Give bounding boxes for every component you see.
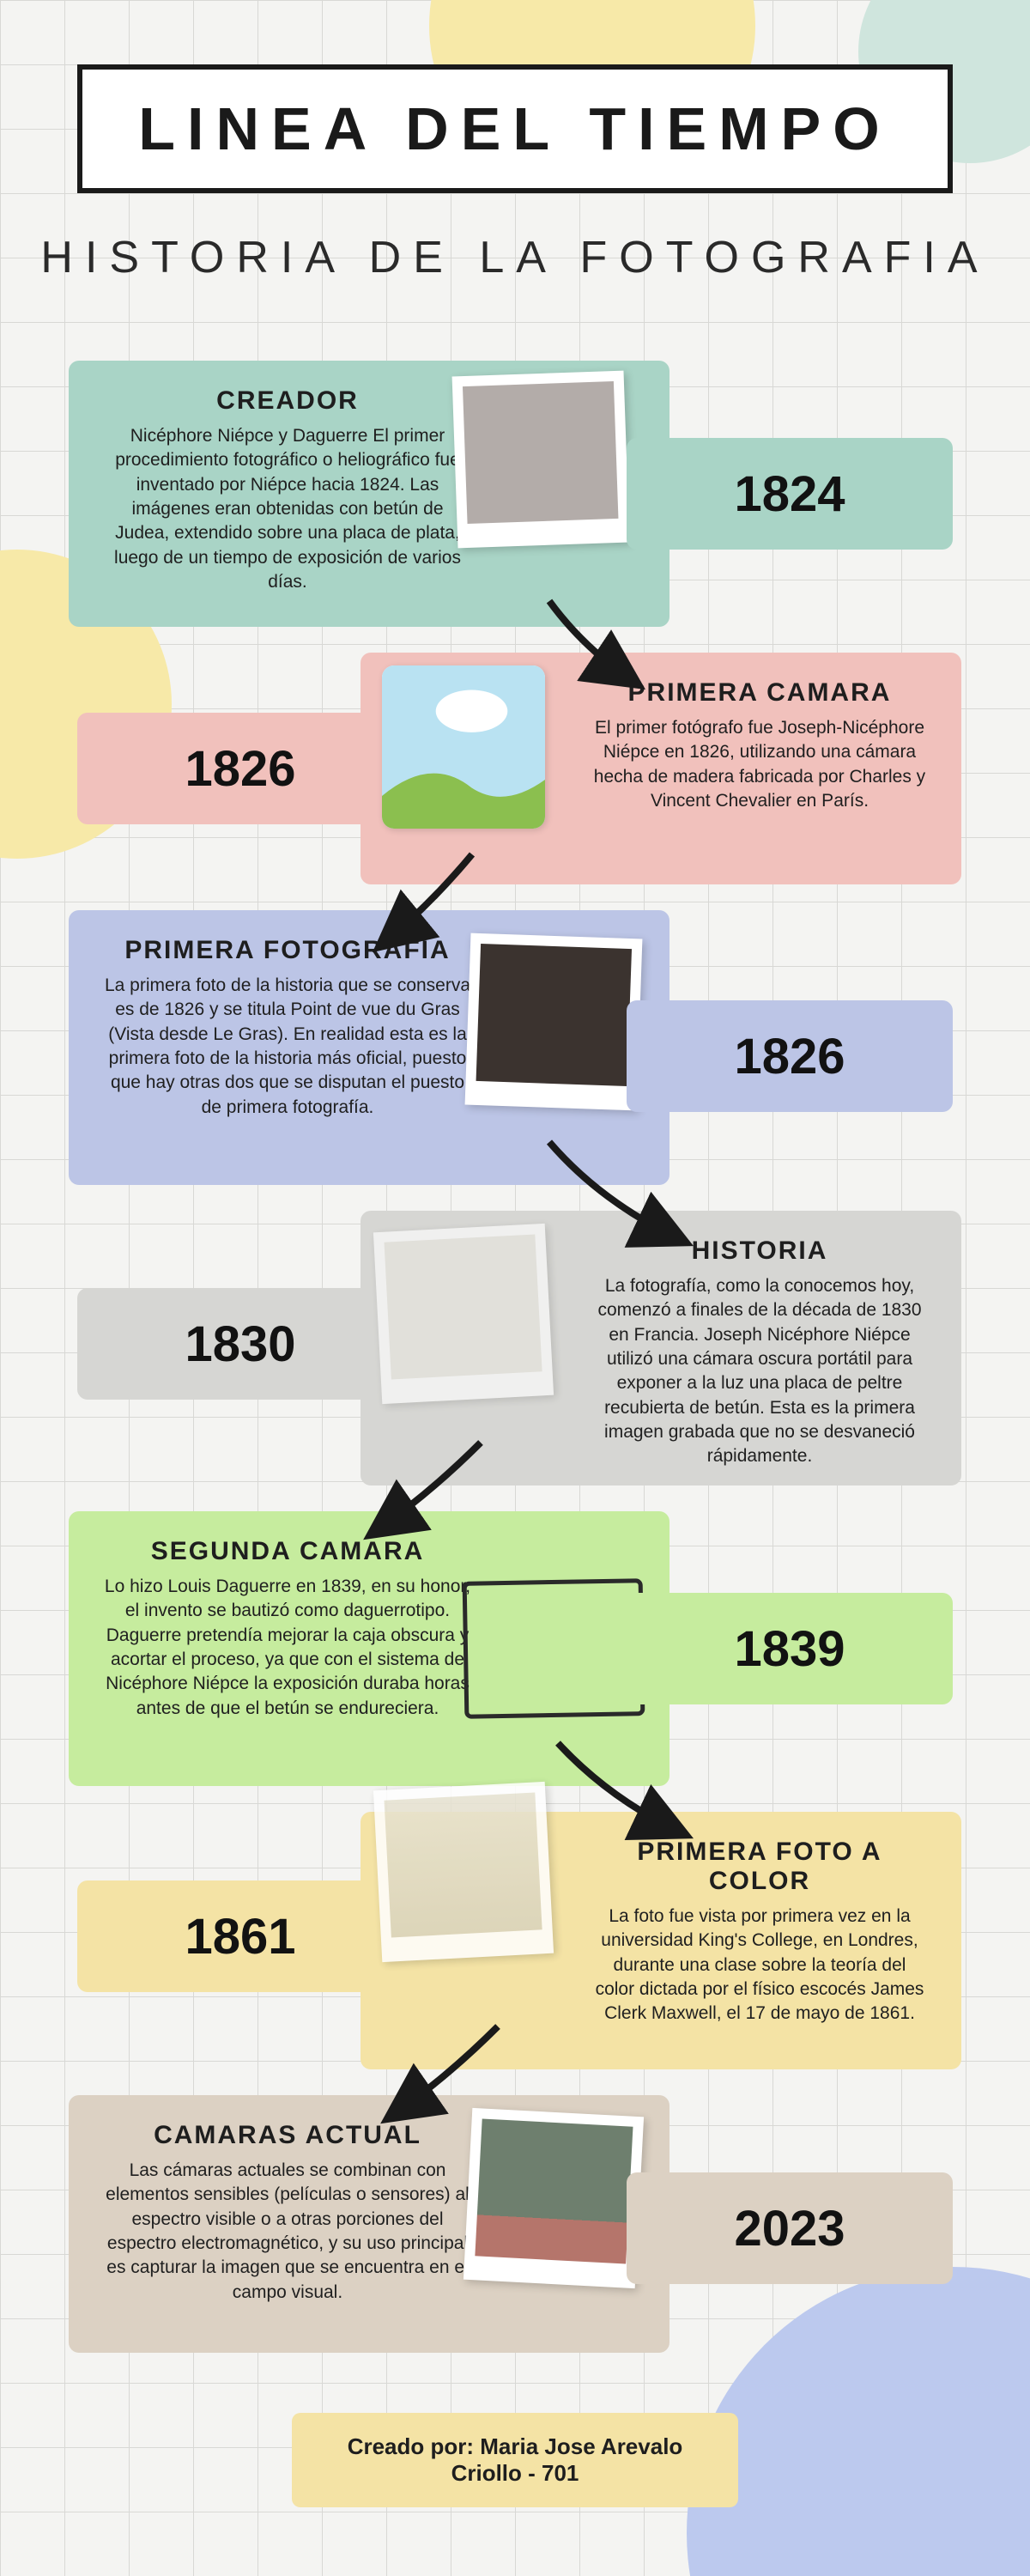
- arrow-1-2: [532, 601, 670, 704]
- year-label: 1826: [185, 740, 295, 798]
- arrow-6-7: [378, 2026, 524, 2138]
- arrow-5-6: [549, 1743, 704, 1855]
- event-heading: CREADOR: [103, 386, 472, 416]
- timeline-canvas: LINEA DEL TIEMPO HISTORIA DE LA FOTOGRAF…: [0, 0, 1030, 2576]
- thumbnail-1839: [463, 1578, 645, 1719]
- year-label: 1839: [734, 1620, 845, 1678]
- thumbnail-1826-camera: [382, 665, 545, 829]
- year-tab-1826b: 1826: [627, 1000, 953, 1112]
- page-title-box: LINEA DEL TIEMPO: [77, 64, 953, 193]
- event-body: La fotografía, como la conocemos hoy, co…: [592, 1274, 927, 1469]
- event-body: Lo hizo Louis Daguerre en 1839, en su ho…: [103, 1575, 472, 1721]
- thumbnail-1861: [373, 1782, 554, 1962]
- event-body: Nicéphore Niépce y Daguerre El primer pr…: [103, 424, 472, 594]
- year-label: 1861: [185, 1908, 295, 1965]
- year-label: 2023: [734, 2200, 845, 2257]
- event-body: El primer fotógrafo fue Joseph-Nicéphore…: [592, 716, 927, 813]
- year-label: 1830: [185, 1315, 295, 1373]
- page-title: LINEA DEL TIEMPO: [138, 94, 891, 163]
- year-label: 1824: [734, 465, 845, 523]
- year-tab-1826a: 1826: [77, 713, 403, 824]
- thumbnail-1830: [373, 1224, 554, 1404]
- year-label: 1826: [734, 1028, 845, 1085]
- arrow-4-5: [360, 1443, 506, 1554]
- arrow-3-4: [541, 1142, 704, 1262]
- event-body: Las cámaras actuales se combinan con ele…: [103, 2159, 472, 2305]
- event-body: La foto fue vista por primera vez en la …: [592, 1905, 927, 2026]
- page-subtitle: HISTORIA DE LA FOTOGRAFIA: [0, 232, 1030, 283]
- decor-blob-blue-bottom: [687, 2267, 1030, 2576]
- event-body: La primera foto de la historia que se co…: [103, 974, 472, 1120]
- year-tab-1839: 1839: [627, 1593, 953, 1704]
- footer-credit: Creado por: Maria Jose Arevalo Criollo -…: [292, 2413, 738, 2507]
- year-tab-1861: 1861: [77, 1880, 403, 1992]
- thumbnail-1824: [452, 371, 630, 549]
- arrow-2-3: [369, 854, 506, 966]
- year-tab-1830: 1830: [77, 1288, 403, 1400]
- year-tab-2023: 2023: [627, 2172, 953, 2284]
- year-tab-1824: 1824: [627, 438, 953, 550]
